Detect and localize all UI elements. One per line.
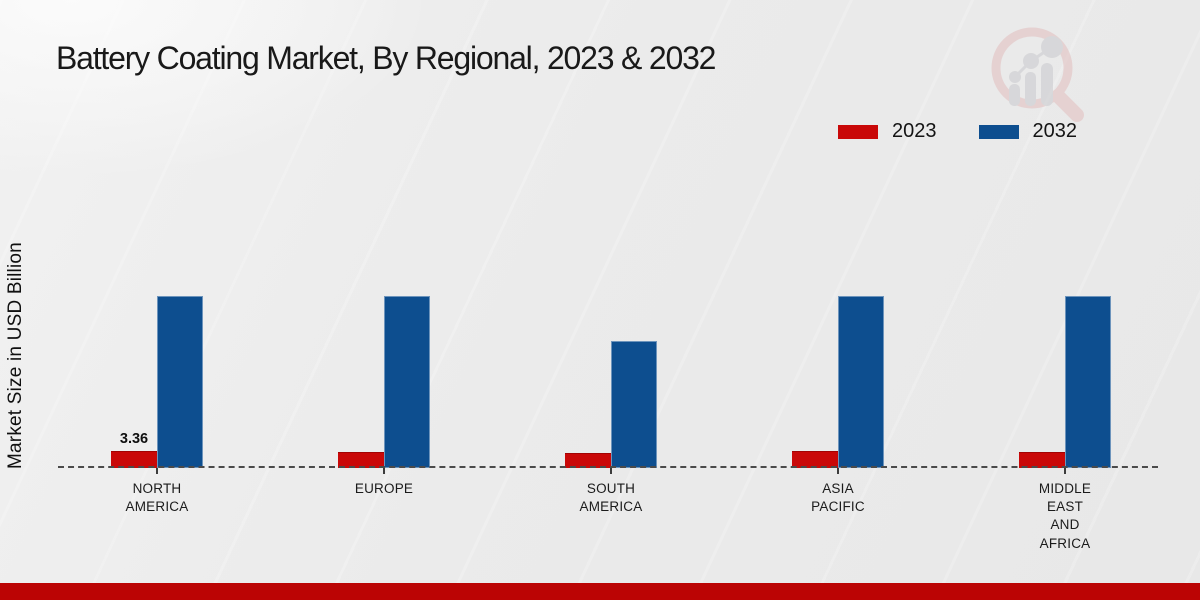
legend-label: 2023: [892, 120, 937, 142]
category-label-asia-pacific: ASIA PACIFIC: [811, 481, 865, 515]
category-label-south-america: SOUTH AMERICA: [579, 481, 643, 515]
bar-2023-north-america: [111, 451, 157, 468]
legend-label: 2032: [1032, 120, 1078, 142]
legend-item-2032: 2032: [978, 120, 1078, 143]
axis-tick-south-america: [610, 468, 612, 474]
x-axis-baseline: [58, 466, 1158, 468]
bar-2023-europe: [338, 451, 384, 468]
axis-tick-north-america: [156, 468, 158, 474]
legend: 2023 2032: [838, 120, 1077, 143]
bar-2023-asia-pacific: [792, 451, 838, 468]
category-label-europe: EUROPE: [354, 481, 414, 496]
bar-2032-south-america: [611, 341, 657, 468]
bar-2032-middle-east-and-africa: [1065, 296, 1111, 468]
legend-item-2023: 2023: [838, 120, 937, 143]
footer-accent-bar: [0, 583, 1200, 600]
axis-tick-asia-pacific: [837, 468, 839, 474]
chart-title: Battery Coating Market, By Regional, 202…: [56, 40, 716, 76]
axis-tick-europe: [383, 468, 385, 474]
bar-2032-europe: [384, 296, 430, 468]
bar-value-label: 3.36: [119, 431, 149, 448]
magnifier-growth-chart-logo-icon: [991, 27, 1084, 122]
axis-tick-middle-east-and-africa: [1064, 468, 1066, 474]
legend-swatch-2032: [978, 124, 1019, 139]
bar-2032-north-america: [157, 296, 203, 468]
category-label-north-america: NORTH AMERICA: [125, 481, 189, 515]
category-label-middle-east-and-africa: MIDDLE EAST AND AFRICA: [1038, 481, 1092, 551]
bar-2023-middle-east-and-africa: [1019, 451, 1065, 468]
bar-2023-south-america: [565, 452, 611, 468]
bar-2032-asia-pacific: [838, 296, 884, 468]
legend-swatch-2023: [838, 124, 878, 139]
